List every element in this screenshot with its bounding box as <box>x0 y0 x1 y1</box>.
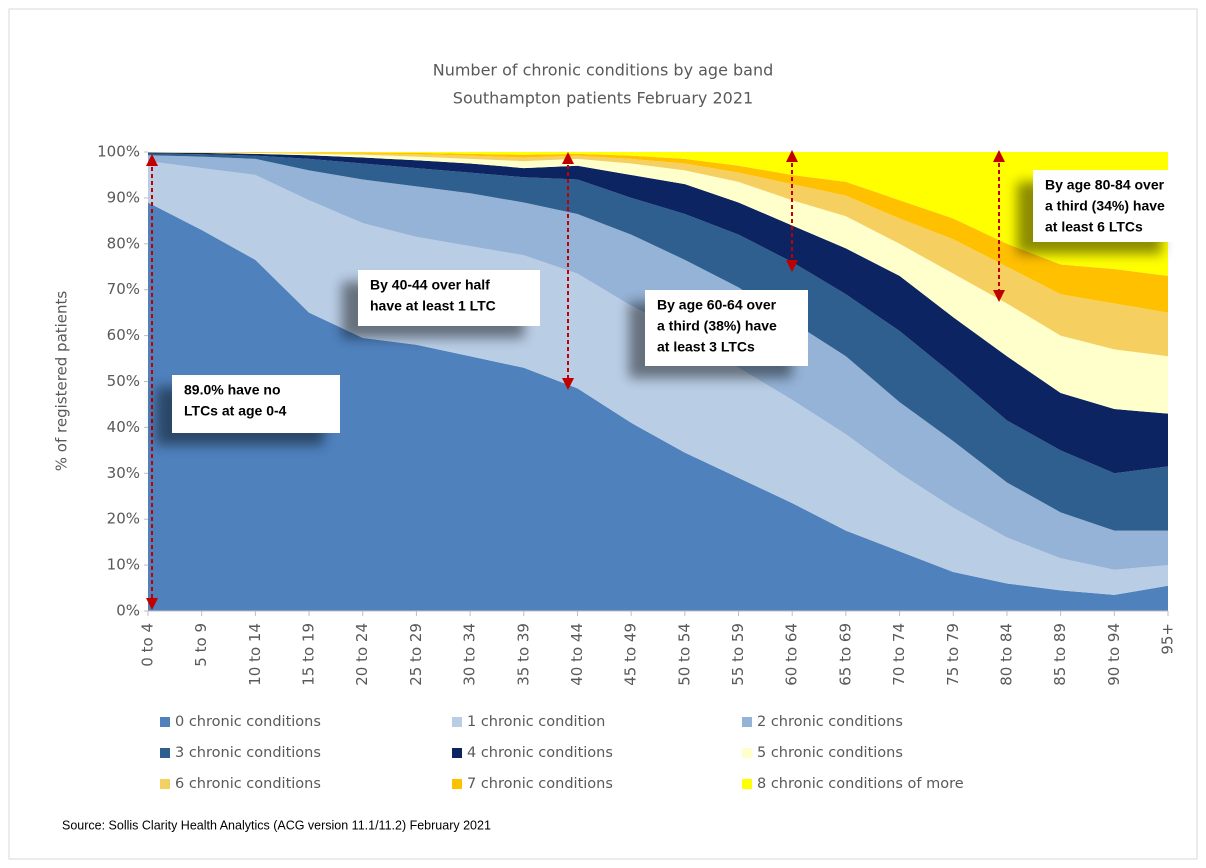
x-tick-label: 45 to 49 <box>622 623 640 686</box>
legend-swatch <box>742 779 752 789</box>
y-tick-label: 80% <box>107 234 140 252</box>
x-tick-label: 50 to 54 <box>675 623 693 686</box>
x-tick-label: 80 to 84 <box>997 623 1015 686</box>
y-tick-label: 90% <box>107 188 140 206</box>
source: Source: Sollis Clarity Health Analytics … <box>62 818 491 832</box>
annotation-box <box>358 270 540 326</box>
area <box>148 152 1168 313</box>
y-tick-label: 50% <box>107 372 140 390</box>
area <box>148 155 1168 570</box>
legend-label: 5 chronic conditions <box>757 745 903 761</box>
x-tick-label: 0 to 4 <box>139 623 157 667</box>
x-tick-label: 90 to 94 <box>1105 623 1123 686</box>
legend-swatch <box>742 748 752 758</box>
y-tick-label: 0% <box>116 602 140 620</box>
x-tick-label: 10 to 14 <box>246 623 264 686</box>
arrows <box>146 150 1005 610</box>
area <box>148 161 1168 595</box>
x-tick-label: 30 to 34 <box>461 623 479 686</box>
area <box>148 152 1168 474</box>
x-tick-label: 15 to 19 <box>300 623 318 686</box>
legend-label: 4 chronic conditions <box>467 745 613 761</box>
y-tick-label: 10% <box>107 556 140 574</box>
area <box>148 202 1168 612</box>
y-tick-label: 70% <box>107 280 140 298</box>
x-tick-label: 60 to 64 <box>783 623 801 686</box>
y-tick-label: 30% <box>107 464 140 482</box>
x-tick-label: 85 to 89 <box>1051 623 1069 686</box>
x-tick-label: 5 to 9 <box>192 623 210 667</box>
annotation-text: have at least 1 LTC <box>370 298 496 314</box>
annotation-box <box>645 290 808 366</box>
y-tick-label: 40% <box>107 418 140 436</box>
area <box>148 152 1168 414</box>
x-tick-label: 35 to 39 <box>514 623 532 686</box>
annotations: 89.0% have no LTCs at age 0-4 By 40-44 ove… <box>156 170 1178 445</box>
x-tick-label: 40 to 44 <box>568 623 586 686</box>
y-tick-label: 100% <box>97 143 140 161</box>
annotation-box <box>1033 170 1178 242</box>
x-tick-label: 20 to 24 <box>353 623 371 686</box>
y-tick-label: 20% <box>107 510 140 528</box>
legend-label: 6 chronic conditions <box>175 776 321 792</box>
area <box>148 152 1168 357</box>
x-tick-label: 55 to 59 <box>729 623 747 686</box>
annotation-text: LTCs at age 0-4 <box>184 403 287 419</box>
x-tick-label: 25 to 29 <box>407 623 425 686</box>
area <box>148 153 1168 531</box>
annotation-text: a third (38%) have <box>657 318 777 334</box>
y-tick-label: 60% <box>107 326 140 344</box>
legend-label: 2 chronic conditions <box>757 714 903 730</box>
chart-title: Number of chronic conditions by age band <box>433 61 774 80</box>
x-tick-label: 95+ <box>1159 623 1177 655</box>
chart-subtitle: Southampton patients February 2021 <box>453 89 753 108</box>
area <box>148 152 1168 276</box>
legend-label: 3 chronic conditions <box>175 745 321 761</box>
legend-label: 1 chronic condition <box>467 714 605 730</box>
legend-label: 7 chronic conditions <box>467 776 613 792</box>
annotation-text: By 40-44 over half <box>370 277 490 293</box>
legend-label: 8 chronic conditions of more <box>757 776 964 792</box>
legend-swatch <box>452 779 462 789</box>
legend-swatch <box>452 748 462 758</box>
x-tick-label: 70 to 74 <box>890 623 908 686</box>
annotation-text: at least 6 LTCs <box>1045 219 1143 235</box>
legend-swatch <box>742 717 752 727</box>
annotation-text: 89.0% have no <box>184 382 281 398</box>
annotation-text: By age 80-84 over <box>1045 177 1165 193</box>
annotation-text: a third (34%) have <box>1045 198 1165 214</box>
x-tick-label: 75 to 79 <box>944 623 962 686</box>
legend-label: 0 chronic conditions <box>175 714 321 730</box>
legend-swatch <box>160 748 170 758</box>
annotation-text: at least 3 LTCs <box>657 339 755 355</box>
x-tick-label: 65 to 69 <box>836 623 854 686</box>
y-axis-label: % of registered patients <box>53 291 71 472</box>
legend-swatch <box>160 717 170 727</box>
annotation-box <box>172 375 340 433</box>
annotation-text: By age 60-64 over <box>657 297 777 313</box>
legend-swatch <box>160 779 170 789</box>
legend-swatch <box>452 717 462 727</box>
plot <box>148 152 1168 612</box>
